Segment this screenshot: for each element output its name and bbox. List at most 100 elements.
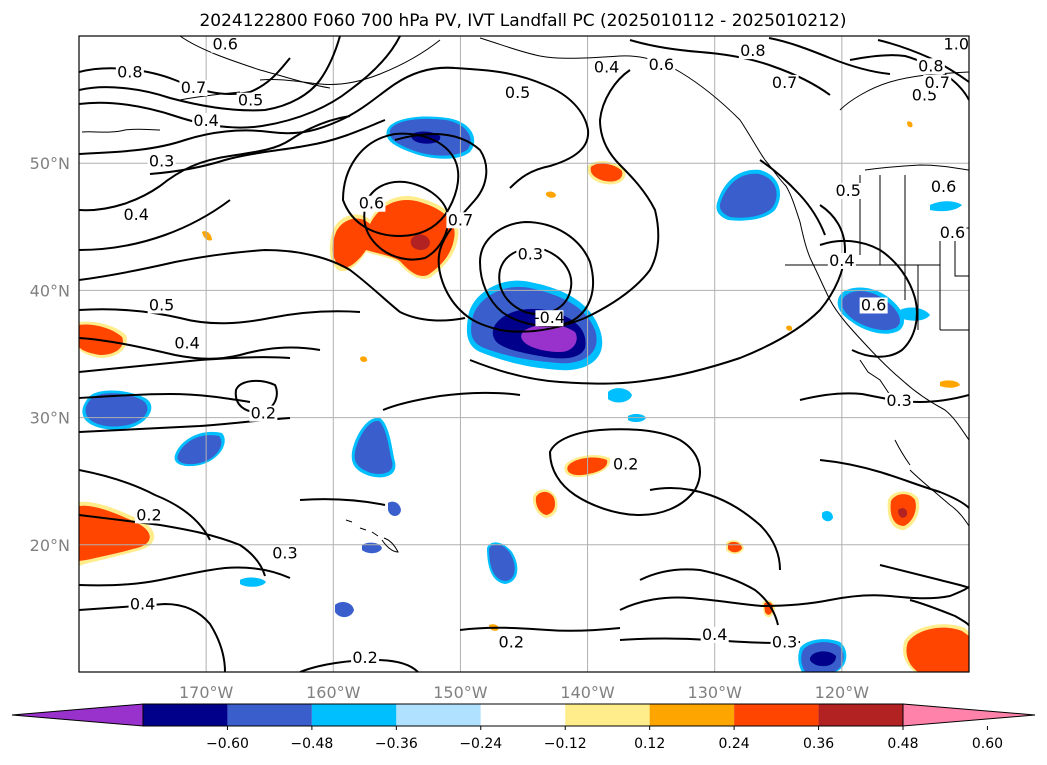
longitude-label: 130°W <box>688 683 743 702</box>
coastline <box>259 39 441 85</box>
pv-contour-line <box>79 36 401 129</box>
coastline <box>179 91 241 101</box>
pv-contour-line <box>394 69 660 333</box>
pv-contour-line <box>79 514 266 577</box>
contour-label: 0.2 <box>251 404 276 423</box>
contour-label-bg <box>535 310 564 327</box>
pv-contour-line <box>619 585 969 611</box>
colorbar-tick-label: −0.48 <box>290 736 333 752</box>
contour-label: 0.3 <box>772 633 797 652</box>
contour-label: 0.5 <box>149 295 174 314</box>
neg-anomaly <box>900 307 930 321</box>
contour-label: 0.6 <box>359 194 384 213</box>
pv-contour-line <box>79 36 341 112</box>
contour-label-bg <box>923 74 952 91</box>
longitude-label: 140°W <box>560 683 615 702</box>
contour-label: 0.2 <box>352 648 377 667</box>
pv-contours <box>79 36 969 672</box>
contour-label-bg <box>147 297 176 314</box>
contour-label-bg <box>770 74 799 91</box>
contour-label: 0.3 <box>149 152 174 171</box>
pv-contour-line <box>79 356 291 373</box>
contour-label: 0.5 <box>505 83 530 102</box>
contour-label-bg <box>446 212 475 229</box>
contour-label: 0.8 <box>117 63 142 82</box>
contour-label-bg <box>179 79 208 96</box>
colorbar-tick-label: 0.60 <box>972 736 1003 752</box>
longitude-label: 120°W <box>815 683 870 702</box>
pos-anomaly <box>535 491 556 515</box>
pos-anomaly <box>202 231 212 241</box>
contour-label-bg <box>236 92 265 109</box>
longitude-label: 150°W <box>433 683 488 702</box>
coastline <box>909 469 969 527</box>
pv-contour-line <box>79 602 226 672</box>
colorbar-tick-label: −0.12 <box>544 736 587 752</box>
contour-label: 0.6 <box>940 223 965 242</box>
colorbar-segment <box>818 704 903 726</box>
pv-contour-line <box>79 566 291 587</box>
contour-label-bg <box>516 246 545 263</box>
contour-label-bg <box>270 545 299 562</box>
pv-contour-line <box>629 39 831 96</box>
contour-label-bg <box>249 405 278 422</box>
pos-anomaly <box>906 627 969 672</box>
colorbar-tick-label: 0.24 <box>719 736 750 752</box>
pv-contour-line <box>909 599 969 627</box>
contour-label-bg <box>916 58 945 75</box>
contour-label: 0.8 <box>740 41 765 60</box>
colorbar-tick-label: 0.36 <box>803 736 834 752</box>
colorbar-segment <box>396 704 481 726</box>
colorbar-segment <box>227 704 312 726</box>
pv-contour-line <box>341 132 460 238</box>
pv-contour-line <box>879 564 969 589</box>
colorbar-segment <box>734 704 819 726</box>
coastlines <box>81 36 969 553</box>
contour-label: 0.6 <box>861 295 886 314</box>
contour-label: 0.5 <box>835 181 860 200</box>
pv-contour-line <box>79 308 361 325</box>
contour-label-bg <box>611 456 640 473</box>
coastline <box>345 519 399 553</box>
latitude-label: 20°N <box>30 536 70 555</box>
latitude-labels: 50°N 40°N 30°N 20°N <box>30 154 70 555</box>
contour-label: 0.4 <box>174 334 199 353</box>
pos-anomaly <box>940 380 960 388</box>
graticule <box>79 36 969 672</box>
colorbar-outline <box>142 703 904 727</box>
contour-labels: 0.8 0.7 0.5 0.4 0.3 0.4 0.6 0.4 0.6 0.8 0.7 0.5 0.6 0… <box>115 35 969 667</box>
contour-label: 0.7 <box>181 78 206 97</box>
contour-label-bg <box>115 64 144 81</box>
neg-anomaly <box>354 420 393 474</box>
coastline <box>81 128 161 133</box>
contour-label-bg <box>497 634 526 651</box>
pv-contour-line <box>363 180 450 261</box>
contour-label-bg <box>929 179 958 196</box>
neg-anomaly <box>388 501 401 516</box>
pv-contour-line <box>478 220 595 327</box>
contour-label: 0.7 <box>448 210 473 229</box>
contour-label: -0.4 <box>534 308 565 327</box>
contour-label: 0.4 <box>193 111 218 130</box>
contour-label: 0.6 <box>212 35 237 54</box>
contour-label-bg <box>147 153 176 170</box>
coastline <box>785 175 969 331</box>
pv-contour-line <box>382 391 521 411</box>
contour-label-bg <box>192 113 221 130</box>
contour-label: 0.4 <box>829 251 854 270</box>
pv-contour-line <box>759 159 826 236</box>
contour-label-bg <box>827 252 856 269</box>
contour-label-bg <box>211 36 240 53</box>
contour-label-bg <box>738 43 767 60</box>
colorbar-tick-label: −0.24 <box>459 736 502 752</box>
neg-anomaly <box>489 544 515 581</box>
contour-label: 0.3 <box>886 391 911 410</box>
pos-anomaly <box>79 505 150 561</box>
latitude-label: 50°N <box>30 154 70 173</box>
colorbar-tick-label: 0.12 <box>634 736 665 752</box>
coastline <box>864 164 969 171</box>
map-frame <box>78 35 970 673</box>
longitude-label: 170°W <box>179 683 234 702</box>
pv-contour-line <box>79 66 590 189</box>
